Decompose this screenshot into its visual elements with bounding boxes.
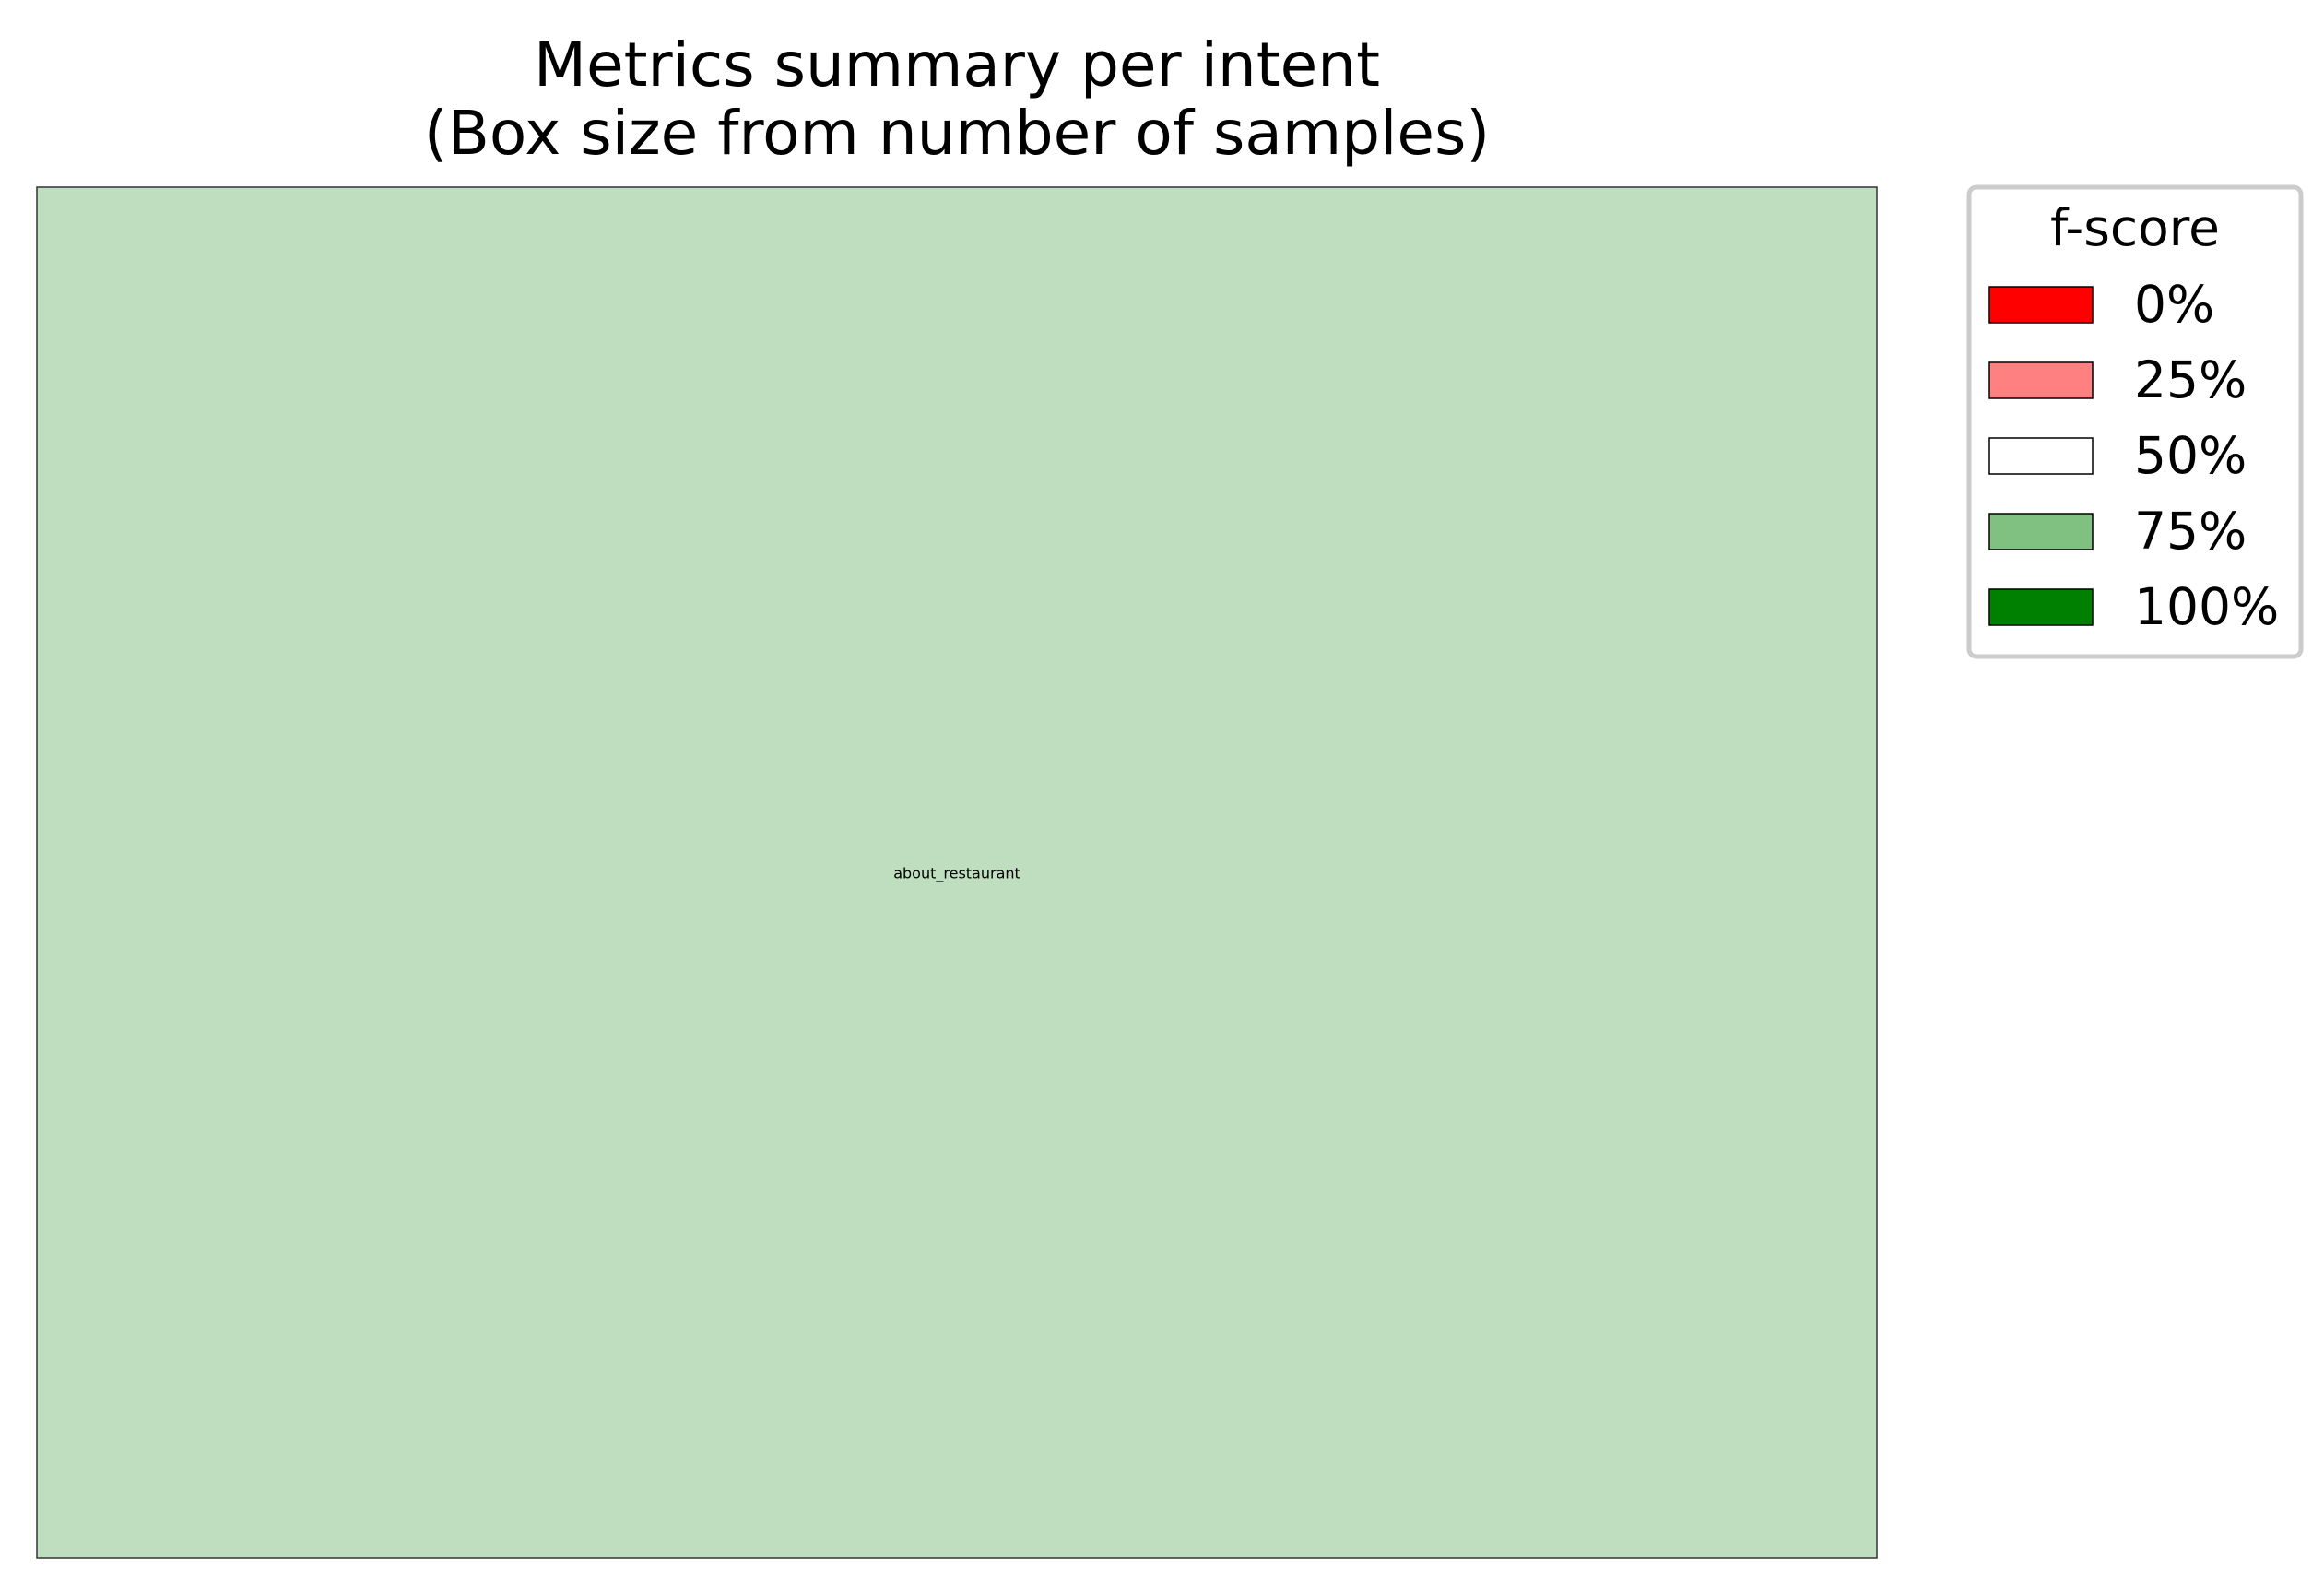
legend-entries: 0% 25% 50% 75% 100%: [1988, 275, 2279, 636]
legend-label-2: 50%: [2134, 426, 2247, 485]
chart-subtitle: (Box size from number of samples): [424, 98, 1490, 169]
legend-swatch-1: [1988, 361, 2094, 399]
legend-swatch-2: [1988, 437, 2094, 475]
legend-label-3: 75%: [2134, 502, 2247, 561]
legend-label-1: 25%: [2134, 350, 2247, 409]
legend-title: f-score: [2050, 198, 2220, 257]
chart-title: Metrics summary per intent: [534, 30, 1380, 101]
legend-label-0: 0%: [2134, 275, 2214, 334]
plot-area: about_restaurant: [36, 186, 1878, 1559]
legend-swatch-3: [1988, 513, 2094, 550]
legend-label-4: 100%: [2134, 577, 2279, 636]
legend: f-score 0% 25% 50% 75% 100%: [1966, 184, 2304, 659]
treemap-box-label-0: about_restaurant: [893, 865, 1020, 883]
treemap-box-0: [36, 186, 1878, 1559]
legend-swatch-0: [1988, 286, 2094, 324]
legend-swatch-4: [1988, 588, 2094, 626]
